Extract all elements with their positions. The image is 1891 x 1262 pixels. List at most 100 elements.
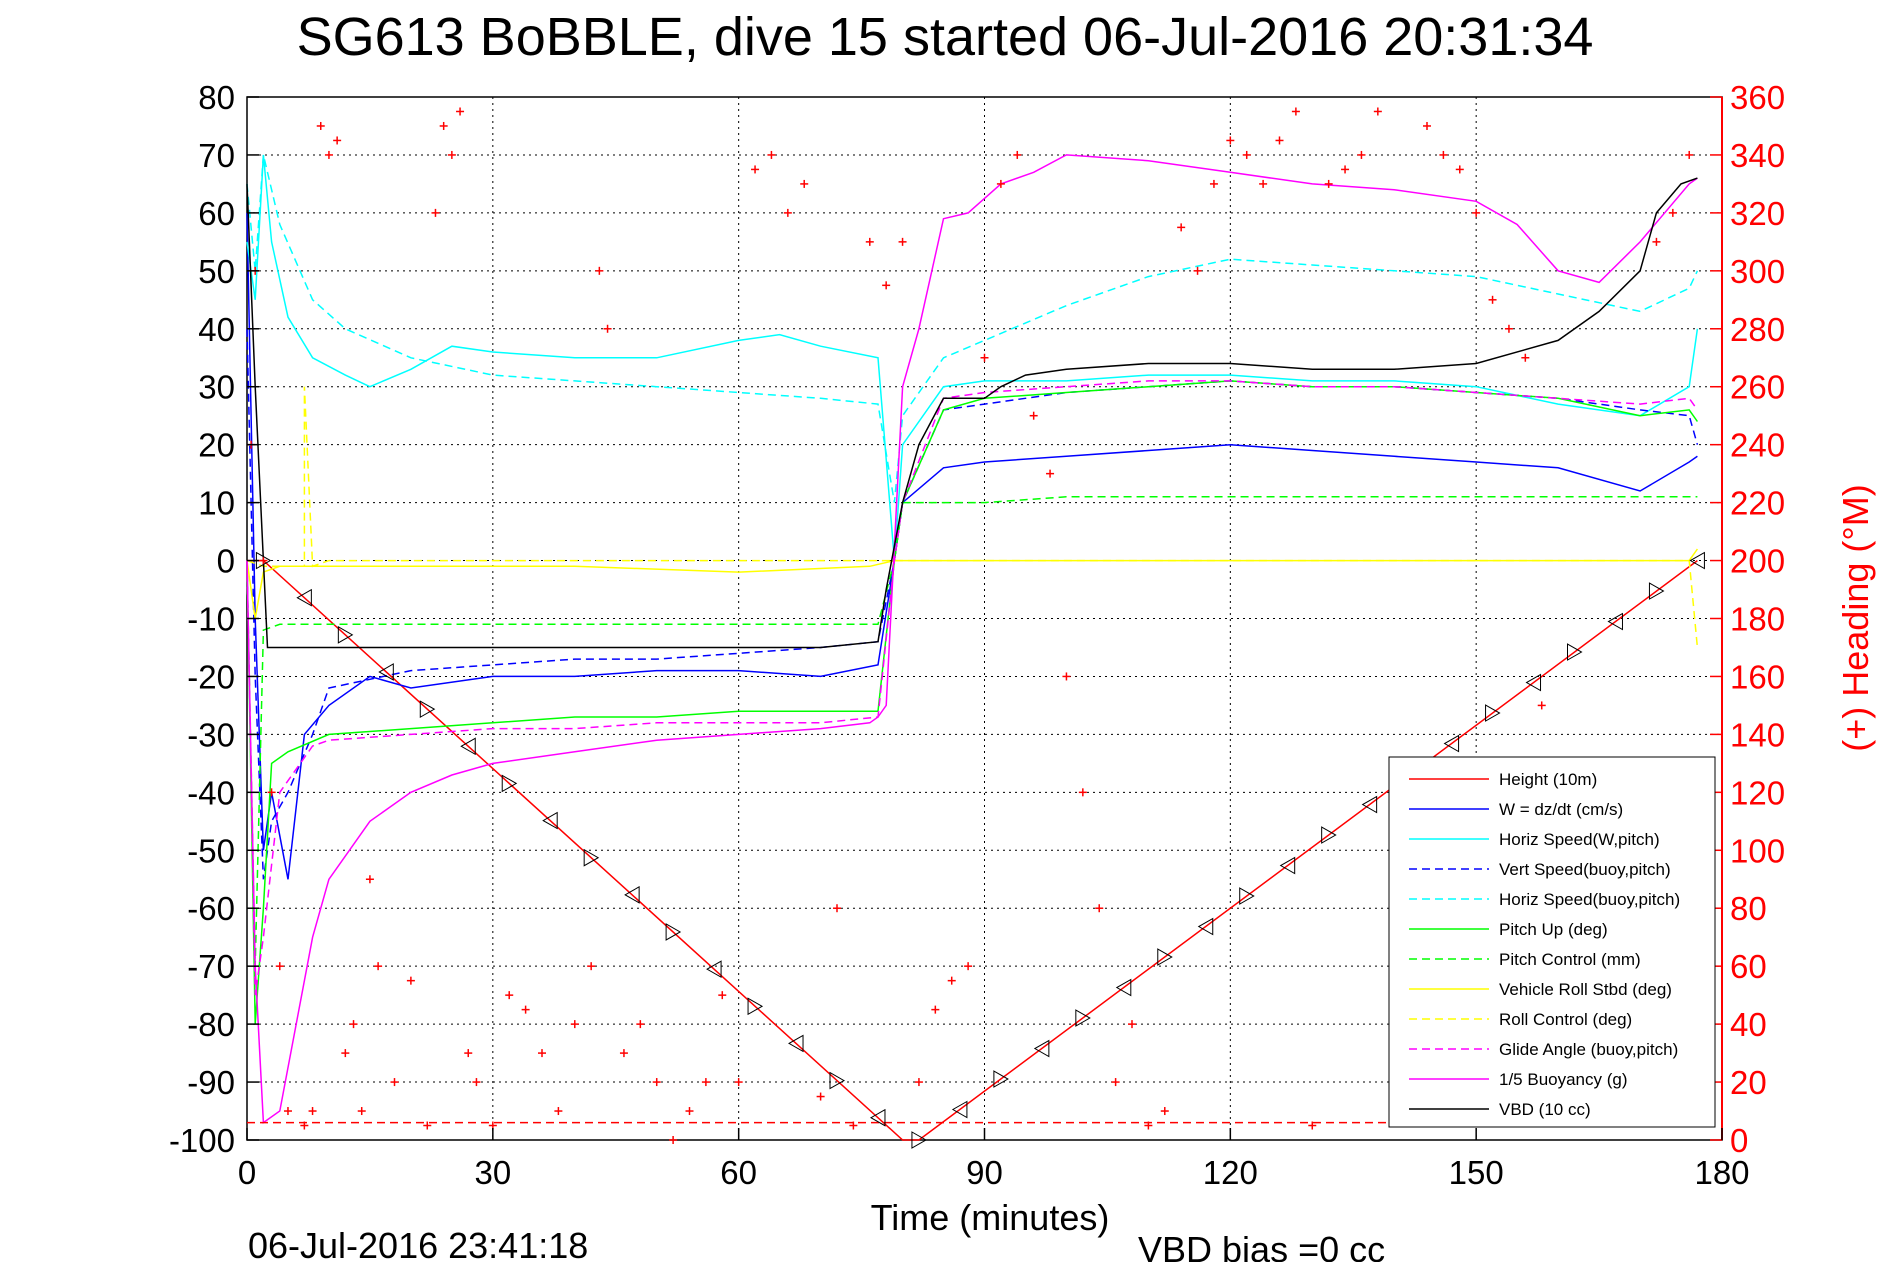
heading-point-50 — [882, 281, 891, 290]
legend: Height (10m) W = dz/dt (cm/s) Horiz Speed(… — [1388, 756, 1716, 1128]
heading-point-40 — [718, 991, 727, 1000]
chart-title: SG613 BoBBLE, dive 15 started 06-Jul-201… — [297, 7, 1594, 67]
heading-point-57 — [996, 179, 1005, 188]
dive-marker-35 — [1689, 551, 1705, 570]
heading-point-61 — [1062, 672, 1071, 681]
legend-label-2: Horiz Speed(W,pitch) — [1499, 830, 1660, 849]
heading-point-6 — [300, 1121, 309, 1130]
x-axis: 0 30 60 90 120 150 180 — [238, 1128, 1750, 1191]
y2-tick-label-16: 40 — [1730, 1006, 1767, 1043]
y2-tick-label-3: 300 — [1730, 253, 1785, 290]
heading-point-79 — [1357, 150, 1366, 159]
heading-point-37 — [669, 1136, 678, 1144]
heading-point-10 — [333, 136, 342, 145]
vbd-bias-label: VBD bias =0 cc — [1138, 1229, 1385, 1262]
heading-point-11 — [341, 1049, 350, 1058]
heading-point-65 — [1128, 1020, 1136, 1029]
heading-point-84 — [1439, 150, 1448, 159]
heading-point-34 — [619, 1049, 628, 1058]
heading-point-9 — [324, 150, 333, 159]
series-line-2 — [246, 154, 1699, 561]
dive-marker-9 — [624, 885, 640, 904]
legend-label-1: W = dz/dt (cm/s) — [1499, 800, 1623, 819]
heading-point-68 — [1177, 223, 1186, 232]
dive-marker-3 — [378, 663, 394, 681]
y-axis-left: 80 70 60 50 40 30 20 10 0 -10 -20 -30 -40 -50 -60 -70 -8… — [169, 79, 259, 1159]
dive-marker-32 — [1567, 643, 1583, 661]
y2-tick-label-2: 320 — [1730, 195, 1785, 232]
heading-point-78 — [1341, 165, 1350, 174]
legend-label-3: Vert Speed(buoy,pitch) — [1499, 860, 1671, 879]
y-tick-label-13: -50 — [187, 832, 235, 869]
dive-marker-31 — [1525, 673, 1542, 692]
heading-point-22 — [456, 107, 465, 116]
y-tick-label-2: 60 — [198, 195, 235, 232]
y-axis-right: 3603403203002802602402202001801601401201… — [1710, 79, 1785, 1159]
dive-marker-15 — [869, 1108, 886, 1127]
legend-label-10: 1/5 Buoyancy (g) — [1499, 1070, 1628, 1089]
y-tick-label-0: 80 — [198, 79, 235, 116]
x-tick-label-0: 0 — [238, 1154, 256, 1191]
heading-point-80 — [1373, 107, 1382, 116]
dive-marker-13 — [788, 1034, 804, 1053]
y-tick-label-5: 30 — [198, 369, 235, 406]
x-tick-label-1: 30 — [474, 1154, 511, 1191]
series-line-11 — [246, 177, 1698, 649]
heading-point-55 — [964, 962, 973, 971]
y-tick-label-4: 40 — [198, 311, 235, 348]
heading-point-62 — [1078, 788, 1087, 797]
y2-tick-label-0: 360 — [1730, 79, 1785, 116]
heading-point-74 — [1275, 136, 1284, 145]
dive-marker-2 — [337, 625, 354, 644]
heading-point-89 — [1521, 353, 1530, 362]
heading-point-67 — [1160, 1107, 1169, 1116]
heading-point-23 — [464, 1049, 473, 1058]
x-tick-label-3: 90 — [966, 1154, 1003, 1191]
legend-label-6: Pitch Control (mm) — [1499, 950, 1641, 969]
series-line-6 — [246, 496, 1698, 967]
y2-tick-label-6: 240 — [1730, 427, 1785, 464]
y2-tick-label-10: 160 — [1730, 658, 1785, 695]
dive-marker-33 — [1607, 612, 1623, 631]
dive-marker-21 — [1115, 978, 1132, 997]
y2-tick-label-12: 120 — [1730, 774, 1785, 811]
heading-point-69 — [1193, 266, 1202, 275]
heading-point-43 — [767, 150, 776, 159]
dive-marker-7 — [542, 811, 558, 830]
heading-point-12 — [349, 1020, 358, 1029]
x-tick-label-2: 60 — [720, 1154, 757, 1191]
heading-point-60 — [1046, 469, 1055, 478]
y2-tick-label-13: 100 — [1730, 832, 1785, 869]
x-axis-label: Time (minutes) — [871, 1197, 1110, 1238]
heading-point-24 — [472, 1078, 481, 1087]
heading-point-18 — [423, 1121, 432, 1130]
heading-point-98 — [1668, 208, 1677, 217]
heading-point-4 — [275, 962, 284, 971]
dive-marker-29 — [1443, 734, 1460, 753]
heading-point-44 — [783, 208, 792, 217]
heading-point-39 — [701, 1078, 710, 1087]
heading-point-83 — [1423, 121, 1431, 130]
dive-marker-17 — [951, 1100, 968, 1119]
heading-point-71 — [1226, 136, 1235, 145]
y-tick-label-6: 20 — [198, 427, 235, 464]
heading-point-63 — [1095, 904, 1104, 913]
heading-point-16 — [390, 1078, 399, 1087]
heading-point-31 — [587, 962, 596, 971]
dive-marker-23 — [1197, 917, 1214, 936]
dive-marker-20 — [1075, 1009, 1091, 1027]
dive-marker-22 — [1157, 948, 1173, 966]
dive-markers — [255, 551, 1705, 1149]
y-tick-label-3: 50 — [198, 253, 235, 290]
y2-tick-label-8: 200 — [1730, 543, 1785, 580]
series-line-8 — [246, 386, 1699, 648]
y-tick-label-7: 10 — [198, 485, 235, 522]
legend-label-4: Horiz Speed(buoy,pitch) — [1499, 890, 1680, 909]
legend-label-7: Vehicle Roll Stbd (deg) — [1499, 980, 1672, 999]
heading-point-85 — [1455, 165, 1464, 174]
y2-tick-label-11: 140 — [1730, 716, 1785, 753]
plot-area — [246, 96, 1723, 1149]
heading-point-58 — [1013, 150, 1022, 159]
dive-marker-10 — [665, 923, 682, 941]
